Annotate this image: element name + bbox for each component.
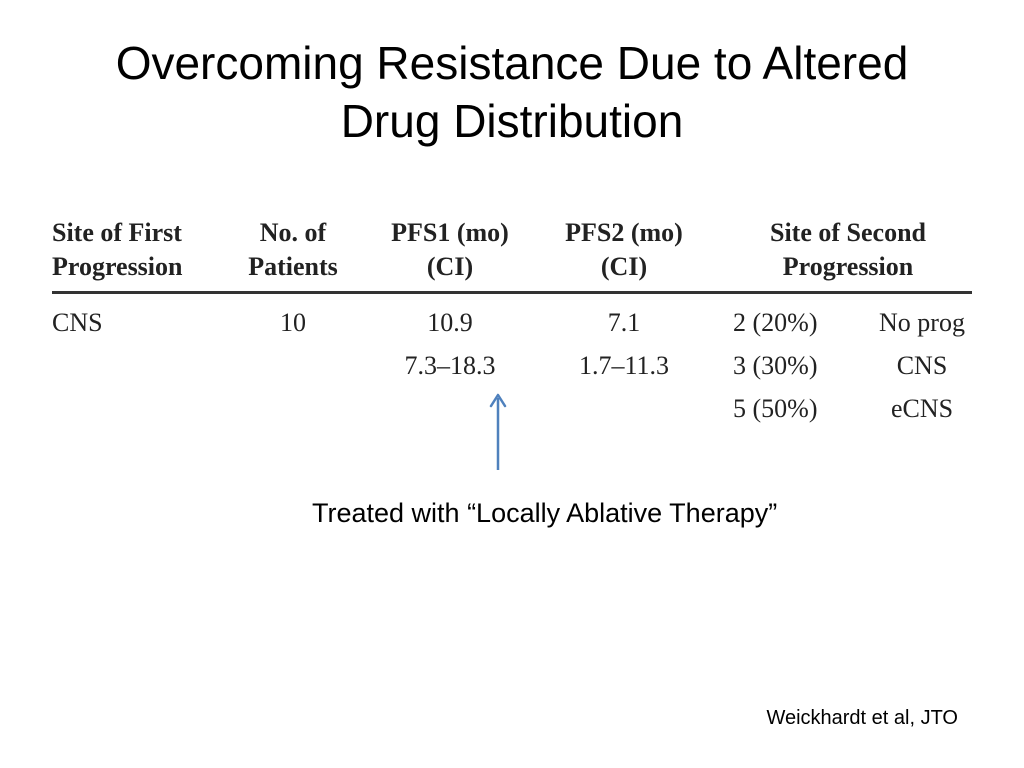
header-site-second-line-2: Progression: [782, 252, 914, 281]
cell-pfs2-value: 7.1: [607, 308, 641, 337]
header-pfs2-line-1: PFS2 (mo): [565, 218, 683, 247]
header-site-second: Site of Second Progression: [734, 216, 962, 284]
header-pfs2: PFS2 (mo) (CI): [546, 216, 702, 284]
cell-site-first: CNS: [52, 308, 103, 337]
title-line-1: Overcoming Resistance Due to Altered: [115, 37, 909, 89]
header-patients: No. of Patients: [234, 216, 352, 284]
cell-pfs2-ci: 1.7–11.3: [578, 351, 670, 380]
treatment-caption: Treated with “Locally Ablative Therapy”: [312, 498, 778, 528]
cell-pfs1-value: 10.9: [427, 308, 473, 337]
cell-second-count-2: 3 (30%): [733, 351, 818, 380]
header-site-first-line-1: Site of First: [52, 218, 182, 247]
cell-second-site-2: CNS: [896, 351, 948, 380]
cell-patients: 10: [280, 308, 306, 337]
header-pfs1-line-1: PFS1 (mo): [391, 218, 509, 247]
up-arrow-icon: [489, 393, 507, 470]
citation: Weickhardt et al, JTO: [766, 707, 958, 729]
header-site-second-line-1: Site of Second: [770, 218, 926, 247]
cell-pfs1-ci: 7.3–18.3: [404, 351, 496, 380]
header-patients-line-1: No. of: [259, 218, 327, 247]
header-site-first-line-2: Progression: [52, 252, 183, 281]
cell-second-site-1: No prog: [879, 308, 965, 337]
cell-second-site-3: eCNS: [890, 394, 954, 423]
header-pfs2-line-2: (CI): [600, 252, 648, 281]
cell-second-count-3: 5 (50%): [733, 394, 818, 423]
slide-title: Overcoming Resistance Due to Altered Dru…: [0, 34, 1024, 150]
header-rule: [52, 291, 972, 294]
cell-second-count-1: 2 (20%): [733, 308, 818, 337]
header-pfs1: PFS1 (mo) (CI): [372, 216, 528, 284]
header-pfs1-line-2: (CI): [426, 252, 474, 281]
title-line-2: Drug Distribution: [340, 95, 684, 147]
header-patients-line-2: Patients: [248, 252, 338, 281]
header-site-first: Site of First Progression: [52, 216, 182, 284]
